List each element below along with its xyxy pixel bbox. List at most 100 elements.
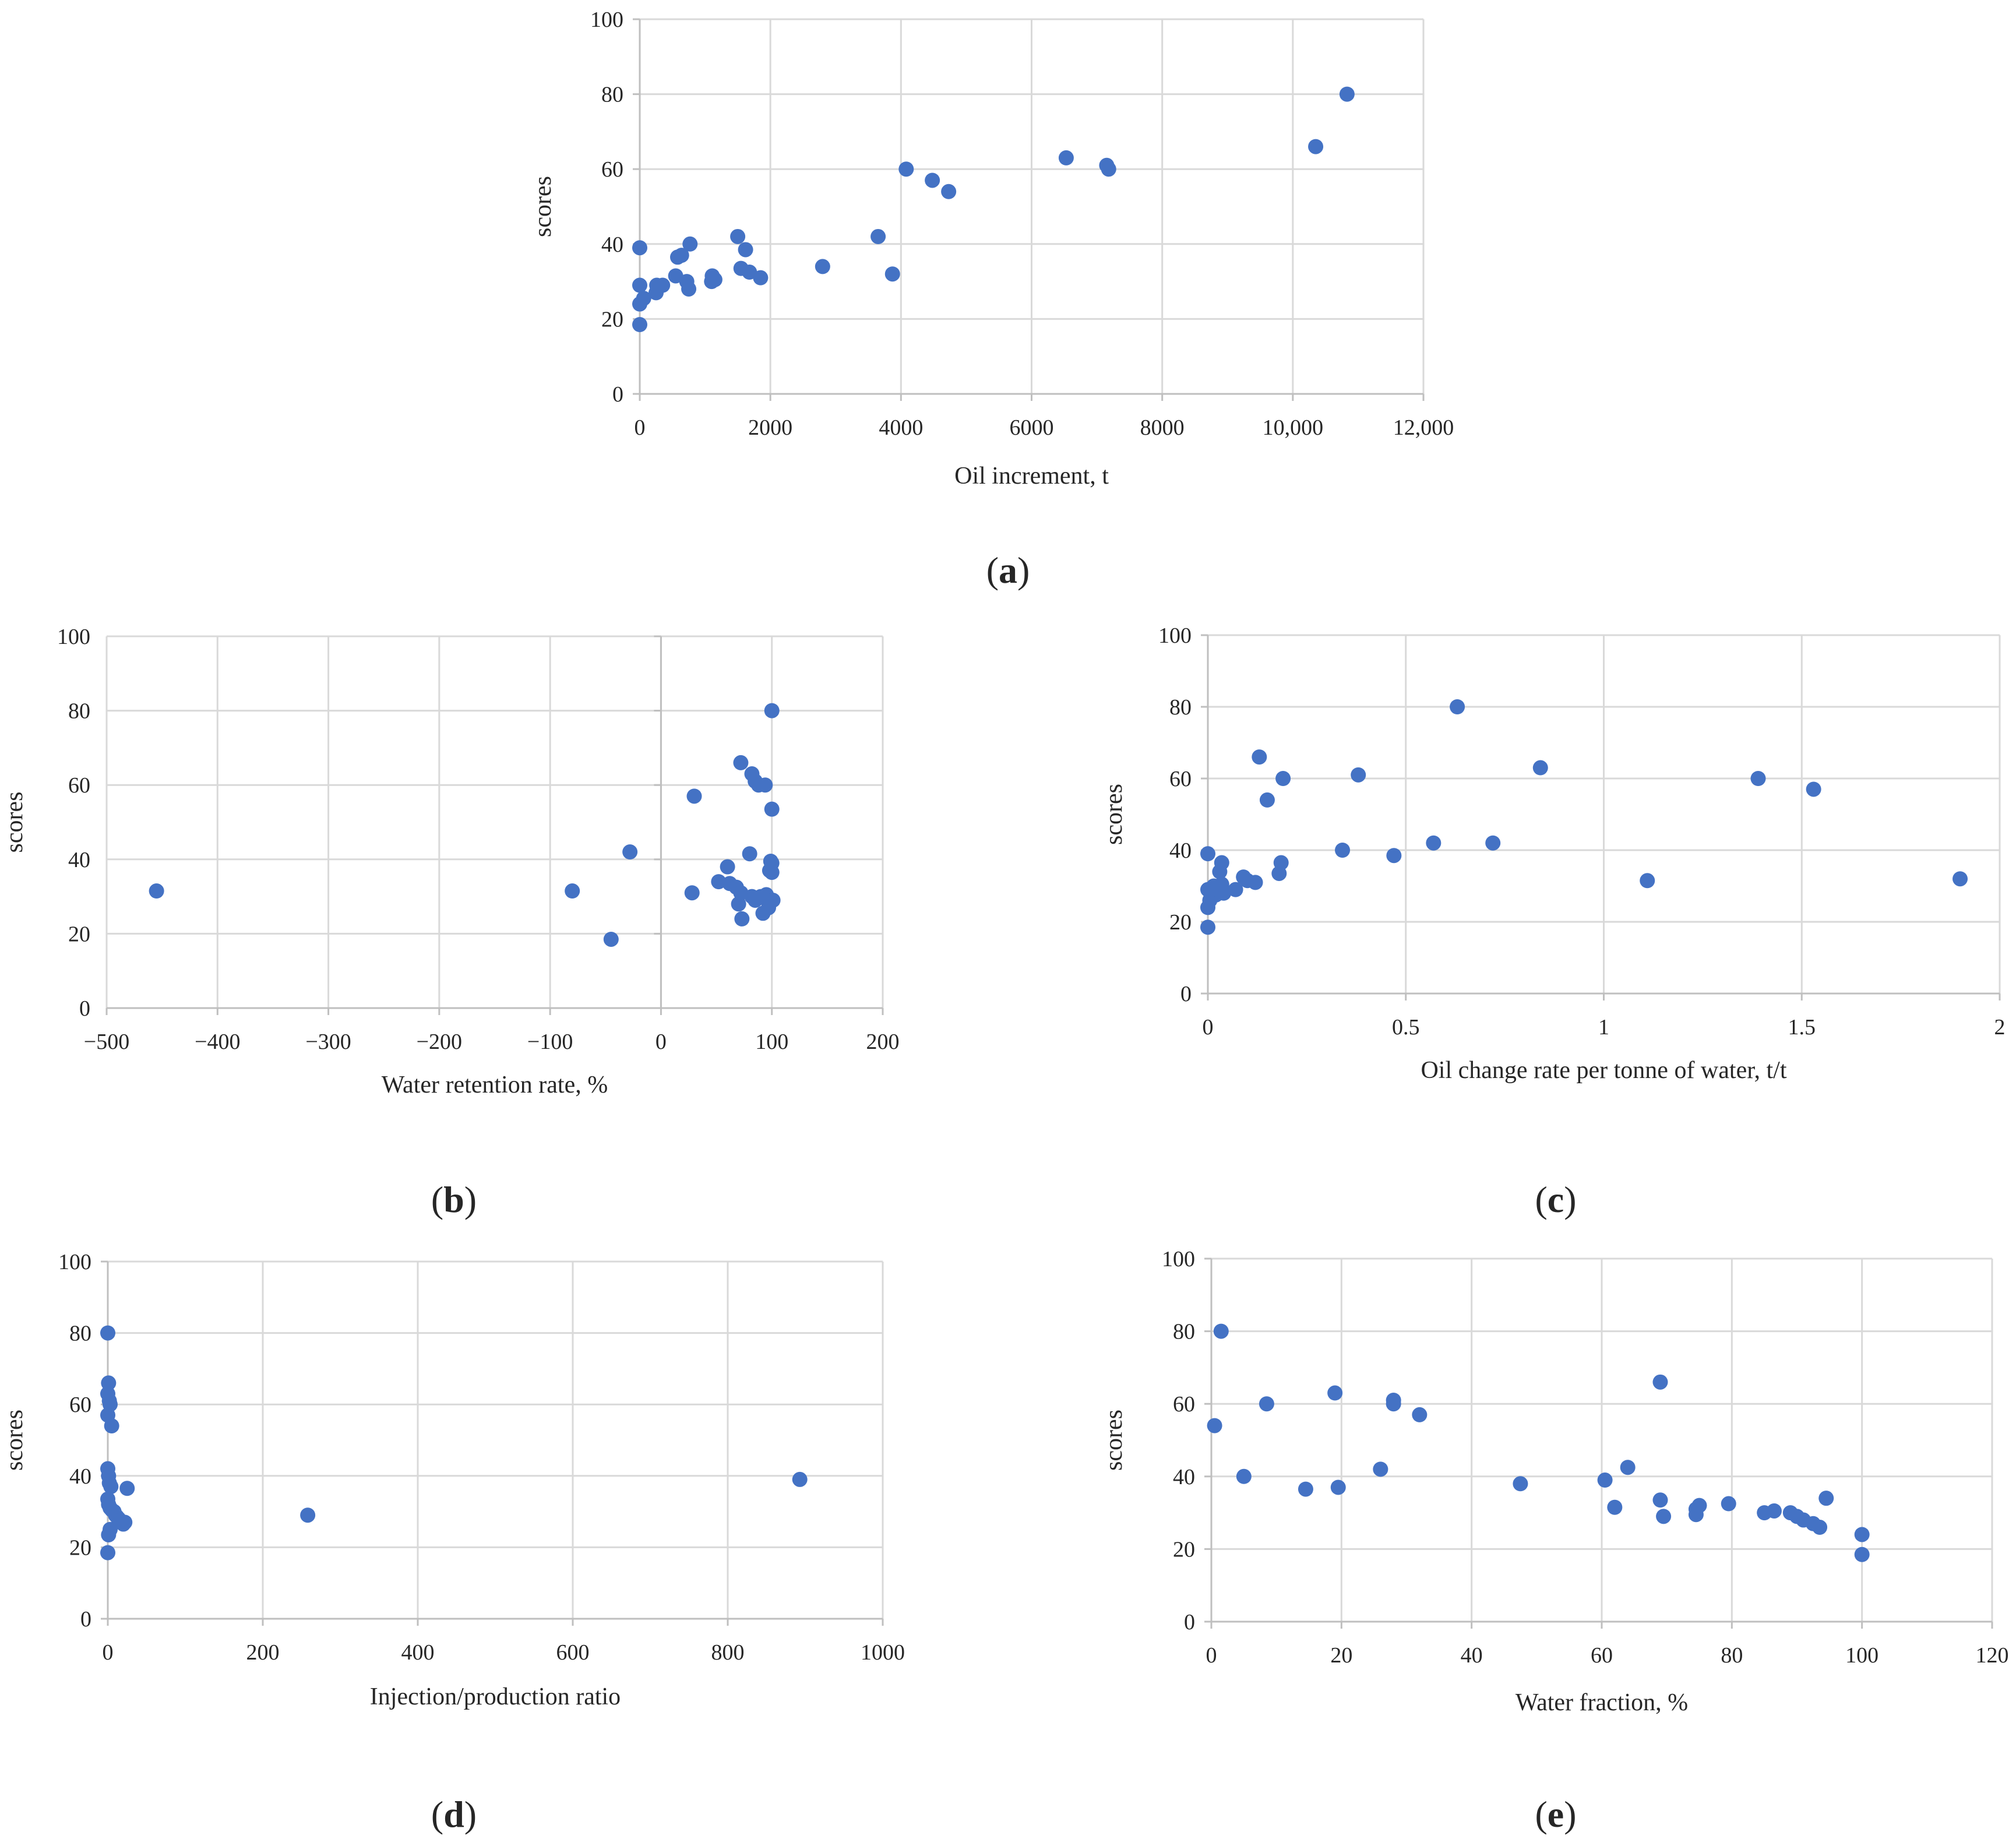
data-point — [733, 755, 749, 770]
data-point — [1213, 1323, 1229, 1339]
data-point — [119, 1481, 135, 1496]
panel-label-open: ( — [1535, 1794, 1547, 1835]
y-tick-label: 40 — [1169, 839, 1192, 863]
panel-label-letter: c — [1548, 1179, 1564, 1220]
data-point — [1818, 1491, 1834, 1506]
x-tick-label: 8000 — [1140, 415, 1185, 440]
x-tick-label: −500 — [84, 1030, 129, 1054]
data-point — [1200, 920, 1215, 935]
data-point — [1640, 873, 1655, 889]
y-tick-label: 60 — [1173, 1392, 1195, 1417]
y-tick-label: 80 — [1173, 1320, 1195, 1344]
x-tick-label: −400 — [195, 1030, 240, 1054]
x-axis-label: Water fraction, % — [1515, 1689, 1688, 1716]
data-point — [101, 1527, 117, 1542]
x-tick-label: 6000 — [1010, 415, 1054, 440]
data-point — [149, 883, 164, 899]
chart-panel-d: 0 200 400 600 800 1000 0 20 40 60 80 100 Injection/p… — [1, 1250, 905, 1835]
data-point — [792, 1471, 808, 1487]
data-point — [1207, 1418, 1222, 1433]
x-tick-label: −200 — [417, 1030, 462, 1054]
data-point — [730, 228, 746, 244]
data-point — [1766, 1503, 1782, 1519]
y-tick-label: 40 — [68, 848, 90, 872]
data-point — [100, 1325, 115, 1341]
x-tick-label: 0 — [103, 1640, 114, 1665]
y-axis-label: scores — [1101, 1410, 1127, 1471]
data-point — [1335, 843, 1351, 858]
y-tick-label: 100 — [57, 625, 90, 649]
x-tick-label: 4000 — [879, 415, 923, 440]
x-axis-label: Water retention rate, % — [382, 1072, 608, 1098]
y-tick-label: 60 — [69, 1393, 91, 1417]
data-point — [1532, 760, 1548, 776]
y-tick-label: 100 — [590, 8, 623, 32]
panel-label-close: ) — [464, 1179, 477, 1220]
data-point — [1412, 1407, 1428, 1422]
y-axis-label: scores — [1, 1410, 28, 1471]
x-tick-label: 0 — [1203, 1015, 1214, 1040]
data-point — [1386, 848, 1402, 864]
panel-label: (c) — [1535, 1179, 1576, 1220]
x-tick-label: 200 — [246, 1640, 280, 1665]
x-tick-label: 1.5 — [1788, 1015, 1816, 1040]
panel-label-open: ( — [431, 1179, 443, 1220]
x-axis-label: Oil increment, t — [954, 463, 1109, 489]
x-tick-label: 0 — [635, 415, 646, 440]
data-point — [1216, 885, 1232, 901]
data-point — [1485, 835, 1501, 851]
data-point — [1373, 1461, 1388, 1477]
data-point — [100, 1545, 115, 1560]
y-axis-label: scores — [1, 792, 28, 853]
y-tick-label: 0 — [1180, 982, 1192, 1006]
chart-panel-b: −500 −400 −300 −200 −100 0 100 200 0 20 40 60 80 100 W… — [1, 625, 900, 1220]
panel-label-letter: d — [443, 1794, 464, 1835]
x-tick-label: 100 — [1845, 1643, 1878, 1668]
data-point — [1214, 855, 1229, 871]
data-point — [815, 259, 830, 274]
y-tick-label: 100 — [1162, 1247, 1195, 1271]
data-point — [1812, 1520, 1828, 1535]
data-point — [1721, 1496, 1736, 1512]
data-point — [300, 1507, 316, 1523]
data-point — [1327, 1385, 1343, 1401]
data-point — [753, 270, 769, 286]
y-tick-label: 80 — [601, 83, 623, 107]
data-point — [1652, 1374, 1668, 1390]
data-point — [681, 281, 697, 297]
data-point — [1854, 1527, 1870, 1542]
x-tick-label: 600 — [556, 1640, 590, 1665]
x-tick-label: 12,000 — [1393, 415, 1454, 440]
data-point — [1259, 1396, 1274, 1412]
data-point — [738, 242, 753, 258]
y-tick-label: 20 — [1169, 910, 1192, 935]
data-point — [757, 777, 773, 793]
data-point — [103, 1479, 119, 1495]
data-point — [1854, 1546, 1870, 1562]
y-tick-label: 60 — [1169, 767, 1192, 791]
x-tick-label: 800 — [711, 1640, 745, 1665]
chart-panel-a: 0 2000 4000 6000 8000 10,000 12,000 0 20 40 60 80 10… — [530, 8, 1454, 591]
x-tick-label: 40 — [1461, 1643, 1483, 1668]
data-point — [1228, 882, 1243, 897]
data-point — [1656, 1509, 1672, 1524]
x-tick-label: 10,000 — [1263, 415, 1324, 440]
y-axis-label: scores — [530, 176, 556, 237]
x-tick-label: 0.5 — [1392, 1015, 1420, 1040]
data-point — [565, 883, 580, 899]
data-point — [765, 892, 781, 908]
y-tick-label: 20 — [69, 1535, 91, 1560]
data-point — [1952, 871, 1968, 887]
panel-label-letter: b — [443, 1179, 464, 1220]
data-point — [1426, 835, 1441, 851]
data-point — [632, 317, 647, 333]
x-tick-label: 200 — [866, 1030, 900, 1054]
x-tick-label: 0 — [655, 1030, 667, 1054]
y-tick-label: 100 — [58, 1250, 91, 1274]
data-point — [1330, 1479, 1346, 1495]
data-point — [655, 277, 671, 293]
data-point — [1259, 792, 1275, 808]
panel-label: (a) — [986, 549, 1030, 591]
data-point — [117, 1514, 133, 1530]
